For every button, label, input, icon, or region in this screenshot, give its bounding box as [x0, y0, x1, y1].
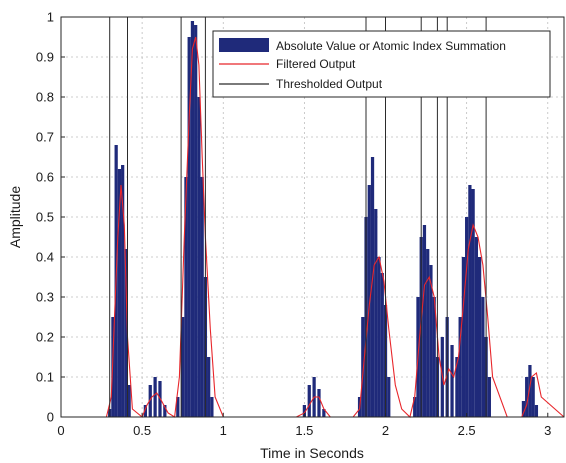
x-tick-label: 1.5 [295, 423, 313, 438]
bar [307, 385, 311, 417]
bar [210, 397, 214, 417]
bar [187, 37, 191, 417]
bar [474, 237, 479, 417]
x-tick-label: 2 [382, 423, 389, 438]
bar [487, 377, 491, 417]
bar [370, 157, 375, 417]
bar [465, 217, 469, 417]
bar [181, 317, 185, 417]
bar [302, 405, 307, 417]
bar [525, 377, 529, 417]
y-tick-label: 0.1 [36, 370, 54, 385]
bar [194, 25, 198, 417]
bar [176, 397, 180, 417]
y-tick-label: 0.6 [36, 170, 54, 185]
bar [521, 401, 526, 417]
bar [458, 317, 462, 417]
bar [200, 177, 204, 417]
y-axis-ticks: 0 0.1 0.2 0.3 0.4 0.5 0.6 0.7 0.8 0.9 1 [36, 10, 65, 425]
legend-box [212, 30, 551, 98]
bar [380, 273, 384, 417]
y-tick-label: 0.9 [36, 50, 54, 65]
bar [197, 97, 201, 417]
legend-label-threshold: Thresholded Output [276, 77, 383, 91]
bar [534, 405, 539, 417]
bar [117, 169, 122, 417]
bar [450, 345, 454, 417]
y-axis-label: Amplitude [7, 186, 23, 248]
x-tick-label: 0 [57, 423, 64, 438]
bar [429, 265, 433, 417]
y-tick-label: 0 [47, 410, 54, 425]
bar [432, 297, 436, 417]
x-tick-label: 0.5 [133, 423, 151, 438]
x-tick-label: 3 [544, 423, 551, 438]
x-tick-label: 1 [220, 423, 227, 438]
bar [184, 177, 188, 417]
y-tick-label: 0.7 [36, 130, 54, 145]
bar [190, 21, 195, 417]
bar [422, 225, 427, 417]
legend-swatch-bars [219, 38, 269, 52]
bar [531, 377, 535, 417]
bar [374, 209, 378, 417]
x-axis-label: Time in Seconds [260, 445, 364, 461]
x-axis-ticks: 0 0.5 1 1.5 2 2.5 3 [57, 413, 551, 438]
bar [207, 357, 211, 417]
bar [143, 405, 147, 417]
legend: Absolute Value or Atomic Index Summation… [212, 30, 551, 98]
y-tick-label: 0.5 [36, 210, 54, 225]
bar [528, 365, 532, 417]
y-tick-label: 0.8 [36, 90, 54, 105]
y-tick-label: 0.2 [36, 330, 54, 345]
bar [387, 377, 391, 417]
y-tick-label: 0.4 [36, 250, 54, 265]
legend-label-filtered: Filtered Output [276, 57, 356, 71]
bar [478, 257, 482, 417]
bar [471, 189, 475, 417]
bar [361, 317, 365, 417]
bar [163, 405, 167, 417]
x-tick-label: 2.5 [458, 423, 476, 438]
bar [148, 385, 152, 417]
bar [127, 385, 131, 417]
bar [317, 389, 321, 417]
bar [121, 165, 125, 417]
y-tick-label: 0.3 [36, 290, 54, 305]
bar [426, 249, 430, 417]
bar [461, 257, 466, 417]
bar [124, 249, 128, 417]
bar [377, 257, 381, 417]
y-tick-label: 1 [47, 10, 54, 25]
bar [455, 357, 459, 417]
legend-label-bars: Absolute Value or Atomic Index Summation [276, 39, 506, 53]
bar [153, 377, 157, 417]
bar [413, 397, 417, 417]
bar [322, 409, 326, 417]
bar [468, 185, 472, 417]
bar [481, 297, 485, 417]
